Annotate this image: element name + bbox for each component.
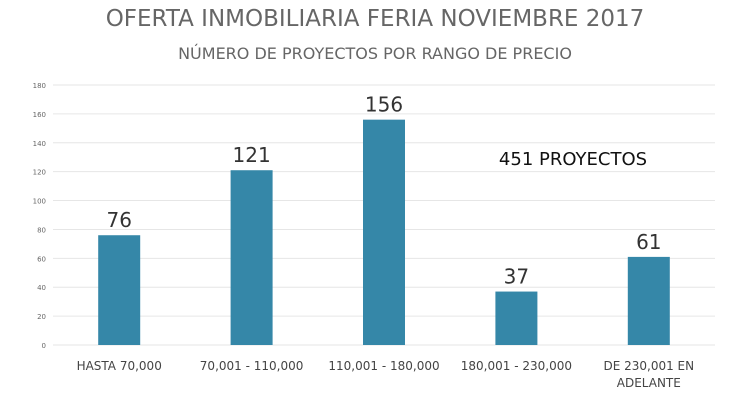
annotation-total: 451 PROYECTOS (499, 149, 647, 170)
bar (627, 256, 670, 345)
data-label: 61 (636, 230, 661, 254)
bar (230, 170, 273, 345)
y-tick-label: 20 (37, 313, 46, 321)
y-tick-label: 60 (37, 255, 46, 263)
chart-subtitle: NÚMERO DE PROYECTOS POR RANGO DE PRECIO (178, 44, 572, 63)
bar (98, 235, 141, 345)
y-tick-label: 180 (33, 82, 46, 90)
y-tick-label: 0 (42, 342, 46, 350)
x-tick-label: HASTA 70,000 (77, 359, 162, 373)
chart-title: OFERTA INMOBILIARIA FERIA NOVIEMBRE 2017 (105, 6, 645, 32)
data-label: 76 (106, 208, 131, 232)
y-tick-label: 40 (37, 284, 46, 292)
x-tick-label: DE 230,001 EN (603, 359, 694, 373)
y-tick-label: 100 (33, 198, 46, 206)
x-tick-label: 70,001 - 110,000 (200, 359, 304, 373)
data-label: 121 (233, 143, 271, 167)
y-tick-label: 80 (37, 226, 46, 234)
bar (495, 291, 538, 345)
y-tick-label: 120 (33, 169, 46, 177)
x-tick-label: 180,001 - 230,000 (461, 359, 572, 373)
x-tick-label: 110,001 - 180,000 (328, 359, 439, 373)
data-label: 37 (504, 265, 529, 289)
bar (363, 119, 405, 346)
y-tick-label: 160 (33, 111, 46, 119)
data-label: 156 (365, 93, 403, 117)
y-tick-label: 140 (33, 140, 46, 148)
x-tick-label: ADELANTE (617, 376, 681, 390)
